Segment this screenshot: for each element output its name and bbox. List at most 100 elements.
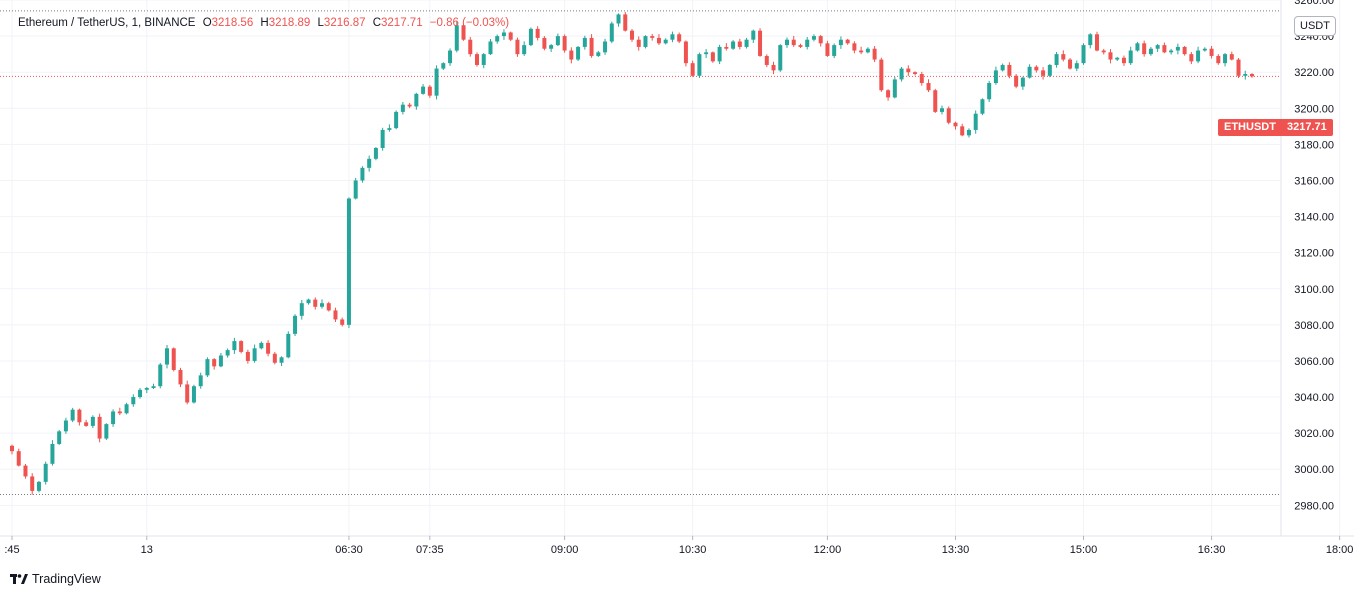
candle-body: [346, 198, 351, 325]
time-tick-label: 15:00: [1070, 544, 1098, 556]
candle-body: [144, 388, 149, 390]
candle-body: [987, 83, 992, 100]
candle-body: [528, 28, 533, 46]
time-tick-label: 09:00: [551, 544, 579, 556]
candle-body: [320, 303, 324, 307]
candle-body: [427, 86, 432, 96]
time-tick-label: 13:30: [942, 544, 970, 556]
candle-body: [940, 108, 944, 112]
candle-body: [731, 41, 736, 49]
brand-label: TradingView: [32, 572, 101, 586]
candle-body: [798, 45, 803, 47]
candle-body: [111, 411, 116, 425]
price-tick-label: 3160.00: [1294, 175, 1334, 187]
candle-body: [1209, 48, 1214, 56]
tradingview-brand[interactable]: TradingView: [10, 572, 101, 586]
candle-body: [724, 46, 729, 49]
candle-body: [508, 32, 513, 40]
candle-body: [555, 36, 560, 46]
candle-body: [993, 70, 998, 84]
candle-body: [1155, 45, 1160, 49]
candle-body: [43, 463, 48, 482]
candle-body: [151, 386, 156, 389]
candle-body: [205, 359, 210, 376]
high-value: 3218.89: [268, 17, 311, 29]
candle-body: [1148, 48, 1153, 55]
close-value: 3217.71: [381, 17, 423, 29]
candle-body: [1014, 75, 1019, 87]
candle-body: [1000, 64, 1005, 71]
candle-body: [434, 68, 439, 96]
candle-body: [569, 50, 574, 60]
candle-body: [50, 443, 55, 464]
time-tick-label: 12:00: [814, 544, 842, 556]
candle-body: [1081, 45, 1086, 64]
candle-body: [488, 41, 493, 55]
low-value: 3216.87: [323, 17, 366, 29]
candle-body: [441, 63, 446, 69]
candle-body: [1236, 59, 1241, 76]
candle-body: [212, 359, 217, 367]
candle-body: [892, 79, 897, 98]
candle-body: [764, 55, 769, 65]
candle-body: [475, 54, 479, 65]
price-tick-label: 3140.00: [1294, 212, 1334, 224]
candle-body: [1243, 73, 1248, 76]
candle-body: [825, 43, 830, 56]
candle-body: [191, 386, 196, 403]
currency-selector[interactable]: USDT: [1294, 16, 1336, 36]
candle-body: [717, 46, 722, 62]
candle-body: [562, 36, 567, 51]
candle-body: [677, 34, 682, 42]
candle-body: [859, 50, 864, 53]
candle-body: [845, 39, 850, 44]
candle-body: [353, 180, 358, 199]
candle-body: [1121, 57, 1126, 64]
candle-body: [872, 48, 877, 60]
candle-body: [886, 90, 891, 98]
candle-body: [1054, 54, 1059, 65]
time-tick-label: 18:00: [1326, 544, 1354, 556]
candle-body: [1169, 50, 1174, 53]
symbol-title: Ethereum / TetherUS, 1, BINANCE: [18, 17, 196, 29]
candle-body: [1182, 46, 1187, 55]
candle-body: [36, 481, 41, 491]
tradingview-logo-icon: [10, 574, 28, 584]
price-tick-label: 3120.00: [1294, 248, 1334, 260]
candle-body: [704, 52, 709, 55]
candle-body: [811, 36, 816, 40]
time-tick-label: 10:30: [679, 544, 707, 556]
candle-body: [785, 39, 789, 46]
candle-body: [387, 128, 392, 130]
candle-body: [596, 52, 601, 56]
reference-lines: [0, 10, 1281, 495]
open-value: 3218.56: [211, 17, 254, 29]
symbol-legend: Ethereum / TetherUS, 1, BINANCE O3218.56…: [18, 17, 509, 29]
price-tick-label: 2980.00: [1294, 500, 1334, 512]
candle-body: [589, 37, 594, 56]
candle-body: [165, 348, 169, 365]
candle-body: [913, 72, 918, 74]
candle-body: [185, 384, 190, 403]
candle-body: [549, 45, 554, 49]
candle-body: [791, 39, 796, 46]
candle-body: [306, 299, 311, 304]
candle-body: [751, 30, 756, 40]
candle-body: [1135, 43, 1140, 51]
close-label: C: [372, 17, 382, 29]
candle-body: [481, 54, 486, 65]
candle-body: [852, 43, 857, 51]
candle-body: [16, 451, 21, 466]
candle-body: [326, 303, 331, 311]
candle-body: [400, 104, 405, 112]
price-axis: 2980.00 3000.00 3020.00 3040.00 3060.00 3080.…: [1294, 0, 1334, 512]
candle-body: [468, 39, 473, 55]
candle-body: [117, 411, 122, 414]
price-tick-label: 3260.00: [1294, 0, 1334, 7]
candle-body: [1229, 54, 1234, 60]
candle-body: [1061, 54, 1066, 60]
candle-body: [57, 431, 62, 444]
candle-body: [636, 39, 641, 47]
candle-body: [373, 147, 378, 159]
